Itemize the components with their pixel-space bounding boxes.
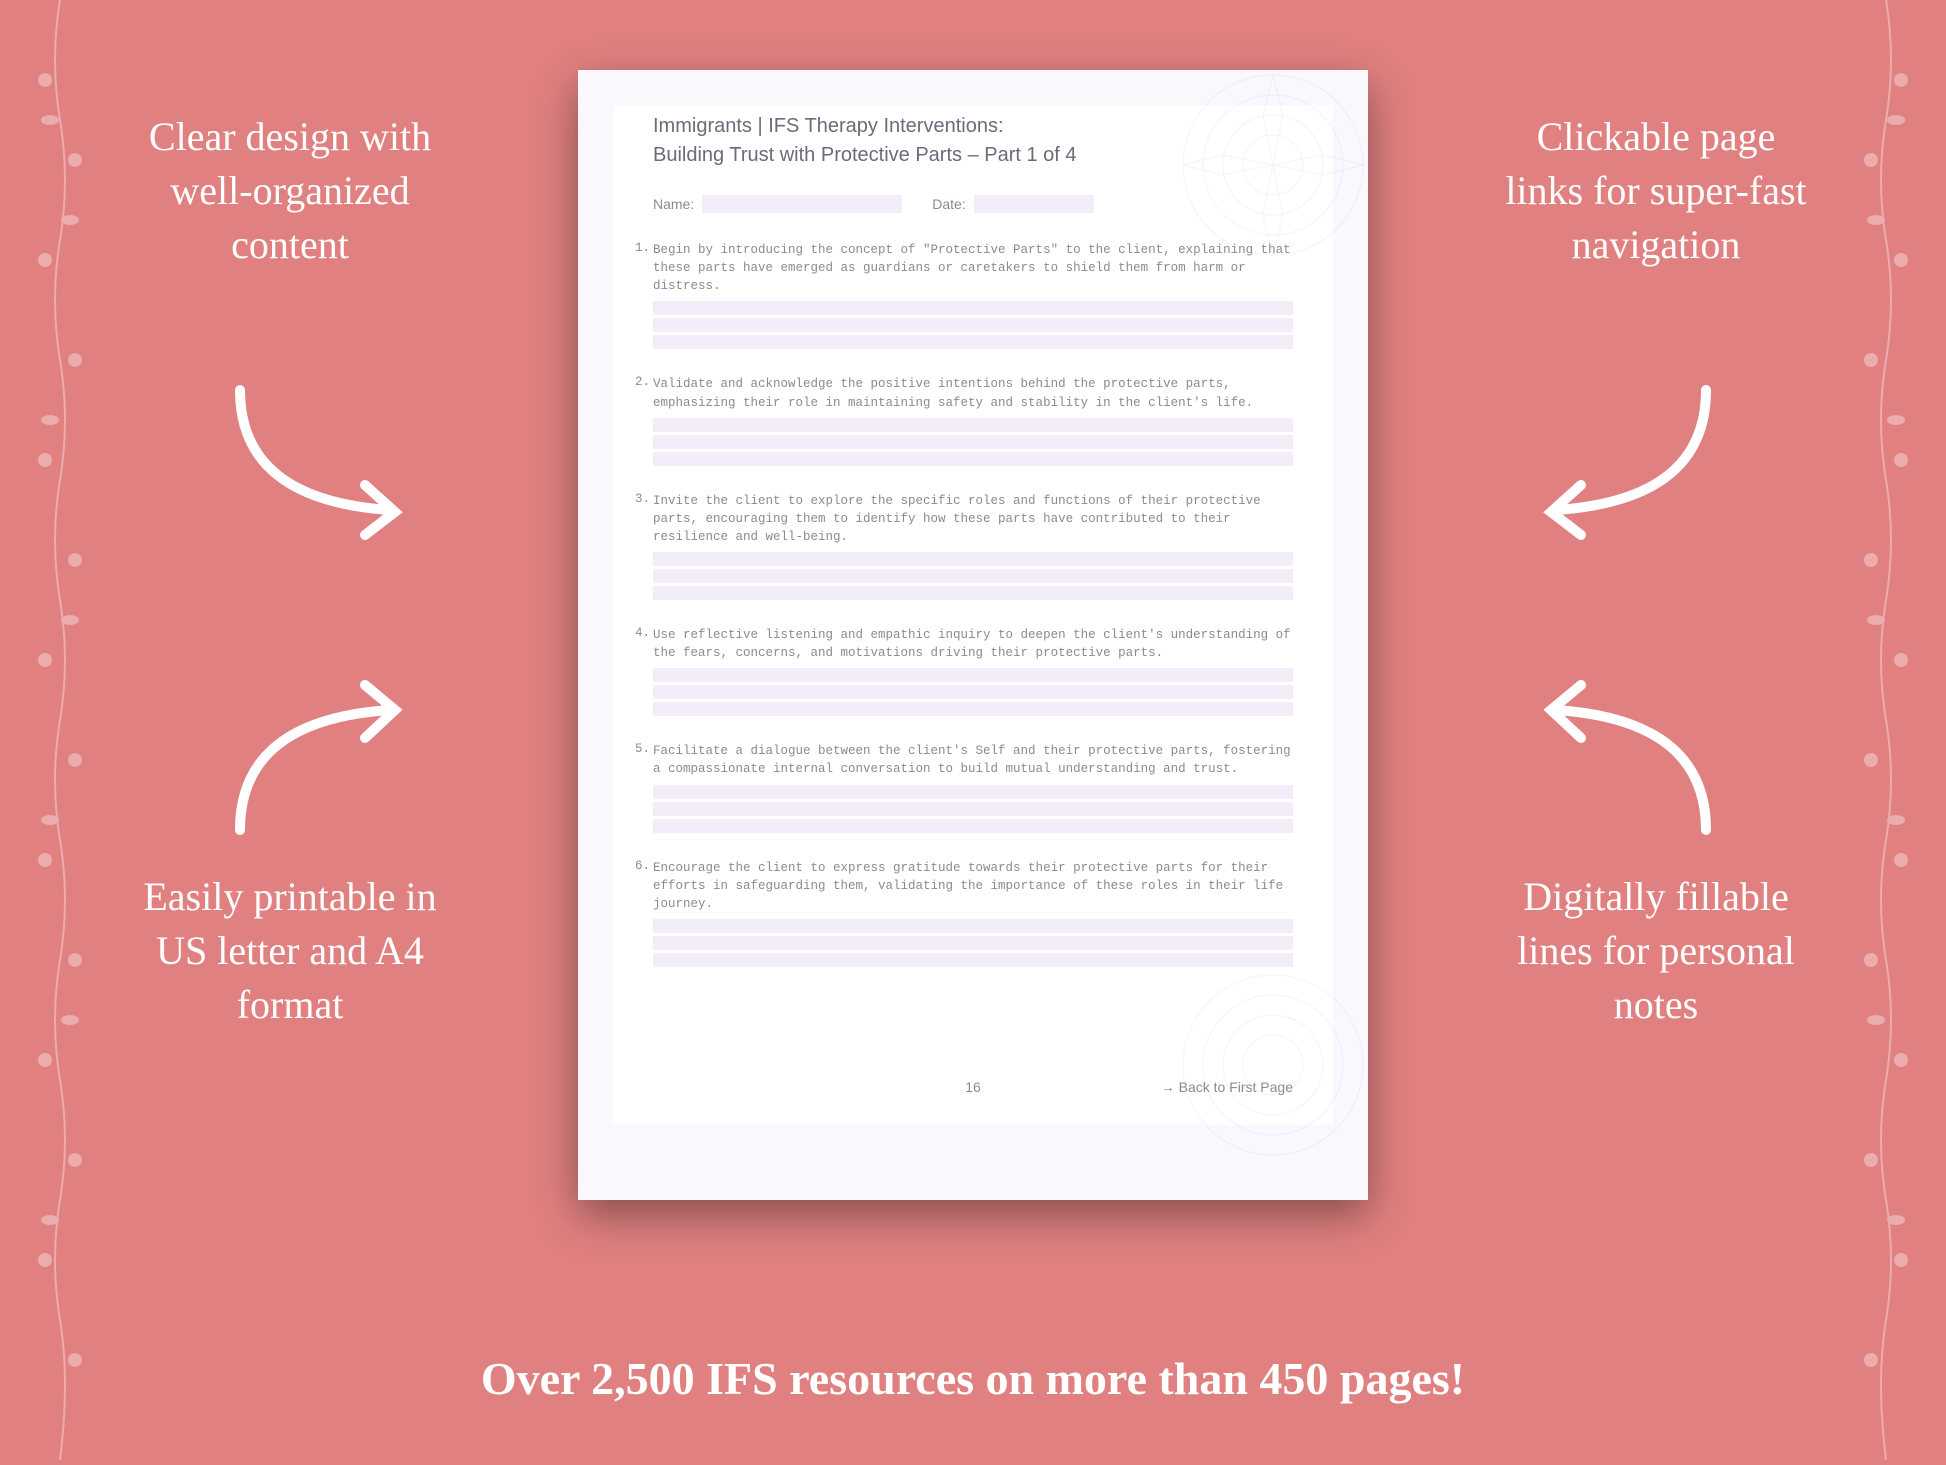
mandala-decoration-bottom (1173, 965, 1373, 1165)
item-number: 1. (635, 241, 650, 255)
document-title: Immigrants | IFS Therapy Interventions: (653, 105, 1293, 138)
fillable-lines[interactable] (653, 919, 1293, 967)
date-field[interactable] (974, 195, 1094, 213)
fillable-line[interactable] (653, 702, 1293, 716)
item-number: 3. (635, 492, 650, 506)
fillable-line[interactable] (653, 452, 1293, 466)
item-number: 4. (635, 626, 650, 640)
fillable-lines[interactable] (653, 785, 1293, 833)
item-text: Encourage the client to express gratitud… (653, 859, 1293, 913)
worksheet-item: 6.Encourage the client to express gratit… (653, 859, 1293, 967)
fillable-line[interactable] (653, 685, 1293, 699)
worksheet-item: 2.Validate and acknowledge the positive … (653, 375, 1293, 465)
worksheet-item: 3.Invite the client to explore the speci… (653, 492, 1293, 600)
worksheet-item: 1.Begin by introducing the concept of "P… (653, 241, 1293, 349)
document-page: Immigrants | IFS Therapy Interventions: … (578, 70, 1368, 1200)
fillable-line[interactable] (653, 301, 1293, 315)
callout-top-left: Clear design with well-organized content (130, 110, 450, 272)
worksheet-item: 5.Facilitate a dialogue between the clie… (653, 742, 1293, 832)
arrow-bottom-left (210, 670, 430, 850)
fillable-line[interactable] (653, 668, 1293, 682)
item-text: Facilitate a dialogue between the client… (653, 742, 1293, 778)
page-footer: 16 → Back to First Page (653, 1079, 1293, 1095)
page-number: 16 (965, 1079, 981, 1095)
callout-bottom-left: Easily printable in US letter and A4 for… (130, 870, 450, 1032)
fillable-lines[interactable] (653, 301, 1293, 349)
fillable-line[interactable] (653, 418, 1293, 432)
callout-bottom-right: Digitally fillable lines for personal no… (1496, 870, 1816, 1032)
fillable-line[interactable] (653, 552, 1293, 566)
fillable-line[interactable] (653, 318, 1293, 332)
fillable-line[interactable] (653, 802, 1293, 816)
worksheet-item: 4.Use reflective listening and empathic … (653, 626, 1293, 716)
arrow-top-left (210, 370, 430, 550)
fillable-line[interactable] (653, 953, 1293, 967)
item-number: 6. (635, 859, 650, 873)
document-inner: Immigrants | IFS Therapy Interventions: … (613, 105, 1333, 1125)
name-label: Name: (653, 196, 694, 212)
fillable-line[interactable] (653, 785, 1293, 799)
fillable-line[interactable] (653, 936, 1293, 950)
name-field[interactable] (702, 195, 902, 213)
item-text: Begin by introducing the concept of "Pro… (653, 241, 1293, 295)
item-text: Invite the client to explore the specifi… (653, 492, 1293, 546)
arrow-top-right (1516, 370, 1736, 550)
fillable-line[interactable] (653, 569, 1293, 583)
fillable-lines[interactable] (653, 552, 1293, 600)
document-subtitle: Building Trust with Protective Parts – P… (653, 144, 1293, 167)
arrow-bottom-right (1516, 670, 1736, 850)
fillable-lines[interactable] (653, 418, 1293, 466)
fillable-line[interactable] (653, 919, 1293, 933)
item-number: 5. (635, 742, 650, 756)
floral-border-left (20, 0, 100, 1460)
floral-border-right (1846, 0, 1926, 1460)
fillable-line[interactable] (653, 435, 1293, 449)
fillable-line[interactable] (653, 335, 1293, 349)
date-label: Date: (932, 196, 965, 212)
fillable-line[interactable] (653, 819, 1293, 833)
fillable-line[interactable] (653, 586, 1293, 600)
item-text: Validate and acknowledge the positive in… (653, 375, 1293, 411)
back-to-first-link[interactable]: → Back to First Page (1161, 1079, 1293, 1095)
fillable-lines[interactable] (653, 668, 1293, 716)
bottom-tagline: Over 2,500 IFS resources on more than 45… (0, 1352, 1946, 1405)
meta-row: Name: Date: (653, 195, 1293, 213)
item-text: Use reflective listening and empathic in… (653, 626, 1293, 662)
item-number: 2. (635, 375, 650, 389)
callout-top-right: Clickable page links for super-fast navi… (1496, 110, 1816, 272)
